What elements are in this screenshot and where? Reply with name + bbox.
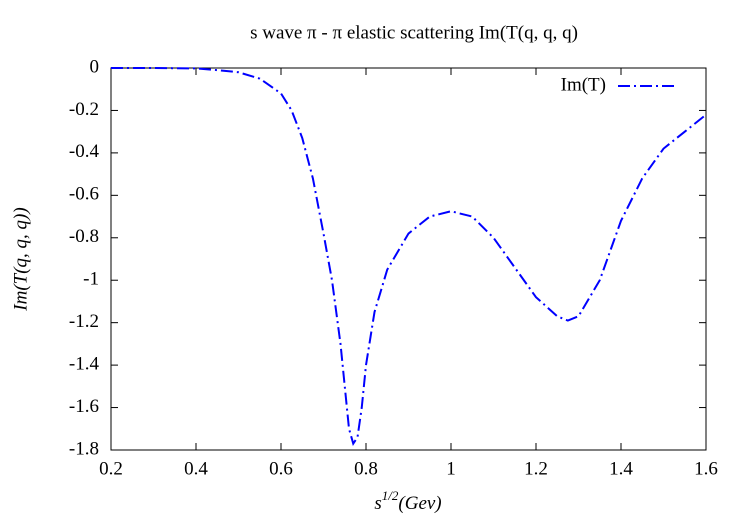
x-tick-label: 0.2 — [99, 458, 123, 479]
y-axis-label: Im(T(q, q, q)) — [10, 207, 31, 311]
x-label-superscript: 1/2 — [382, 488, 399, 503]
plot-frame — [110, 67, 707, 451]
x-tick-label: 1.4 — [609, 458, 633, 479]
y-tick-label: 0 — [90, 56, 100, 77]
chart-title: s wave π - π elastic scattering Im(T(q, … — [250, 22, 578, 43]
data-line — [111, 67, 707, 446]
x-tick-label: 0.6 — [269, 458, 293, 479]
y-tick-label: -0.2 — [69, 99, 99, 120]
y-tick-label: -1 — [83, 269, 99, 290]
y-tick-label: -1.6 — [69, 396, 99, 417]
y-tick-label: -0.8 — [69, 226, 99, 247]
y-tick-label: -1.8 — [69, 438, 99, 459]
x-tick-label: 1 — [446, 458, 456, 479]
x-label-rest: (Gev) — [398, 493, 441, 514]
x-tick-label: 0.8 — [354, 458, 378, 479]
x-tick-label: 0.4 — [184, 458, 208, 479]
x-label-base: s — [374, 493, 381, 514]
y-tick-label: -0.6 — [69, 184, 99, 205]
x-tick-label: 1.6 — [694, 458, 718, 479]
legend-label: Im(T) — [561, 74, 606, 95]
x-axis-label: s1/2(Gev) — [374, 488, 441, 514]
y-tick-label: -1.2 — [69, 311, 99, 332]
y-tick-label: -1.4 — [69, 353, 100, 374]
x-tick-label: 1.2 — [524, 458, 548, 479]
y-tick-label: -0.4 — [69, 141, 100, 162]
